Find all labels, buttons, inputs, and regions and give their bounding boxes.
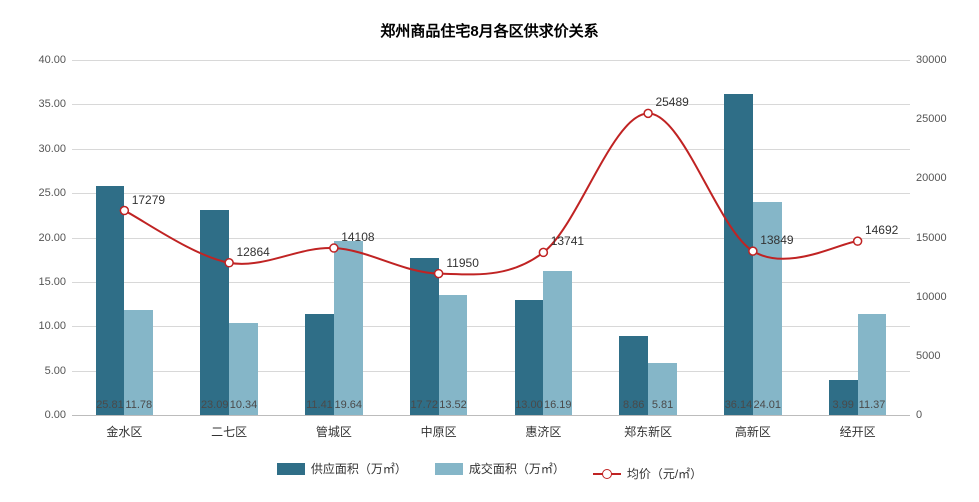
legend: 供应面积（万㎡） 成交面积（万㎡） 均价（元/㎡） (0, 460, 979, 482)
x-category-label: 管城区 (316, 423, 352, 440)
plot-area: 25.8111.7823.0910.3411.4119.6417.7213.52… (72, 60, 910, 415)
y-left-tick: 25.00 (38, 187, 66, 199)
x-category-label: 郑东新区 (624, 423, 672, 440)
x-category-label: 中原区 (421, 423, 457, 440)
legend-price-swatch (593, 473, 621, 475)
y-axis-left: 0.005.0010.0015.0020.0025.0030.0035.0040… (0, 60, 72, 415)
y-left-tick: 35.00 (38, 98, 66, 110)
price-value-label: 17279 (132, 193, 165, 207)
y-right-tick: 25000 (916, 113, 947, 125)
x-category-label: 二七区 (211, 423, 247, 440)
combo-chart: 郑州商品住宅8月各区供求价关系 25.8111.7823.0910.3411.4… (0, 0, 979, 502)
price-value-label: 11950 (446, 256, 478, 270)
legend-price-label: 均价（元/㎡） (627, 465, 702, 482)
legend-price: 均价（元/㎡） (593, 465, 702, 482)
chart-title: 郑州商品住宅8月各区供求价关系 (0, 20, 979, 41)
price-value-label: 13741 (551, 234, 584, 248)
y-right-tick: 5000 (916, 350, 940, 362)
y-right-tick: 30000 (916, 54, 947, 66)
y-left-tick: 5.00 (45, 365, 66, 377)
y-right-tick: 10000 (916, 291, 947, 303)
y-left-tick: 40.00 (38, 54, 66, 66)
price-value-label: 12864 (236, 245, 269, 259)
y-left-tick: 10.00 (38, 320, 66, 332)
y-right-tick: 15000 (916, 232, 947, 244)
price-value-label: 14692 (865, 223, 898, 237)
legend-deal-label: 成交面积（万㎡） (469, 460, 565, 477)
x-category-label: 惠济区 (525, 423, 561, 440)
x-category-label: 高新区 (735, 423, 771, 440)
x-category-label: 金水区 (106, 423, 142, 440)
legend-deal: 成交面积（万㎡） (435, 460, 565, 477)
price-value-label: 14108 (341, 230, 374, 244)
y-left-tick: 30.00 (38, 143, 66, 155)
legend-supply: 供应面积（万㎡） (277, 460, 407, 477)
y-axis-right: 050001000015000200002500030000 (910, 60, 979, 415)
y-left-tick: 20.00 (38, 232, 66, 244)
y-left-tick: 15.00 (38, 276, 66, 288)
y-left-tick: 0.00 (45, 409, 66, 421)
line-value-labels: 17279 12864 14108 11950 13741 25489 13849 14692 (72, 60, 910, 415)
y-right-tick: 20000 (916, 172, 947, 184)
legend-supply-label: 供应面积（万㎡） (311, 460, 407, 477)
price-value-label: 25489 (655, 95, 688, 109)
legend-price-marker-icon (602, 469, 612, 479)
x-category-label: 经开区 (840, 423, 876, 440)
price-value-label: 13849 (760, 233, 793, 247)
legend-supply-swatch (277, 463, 305, 475)
y-right-tick: 0 (916, 409, 922, 421)
legend-deal-swatch (435, 463, 463, 475)
